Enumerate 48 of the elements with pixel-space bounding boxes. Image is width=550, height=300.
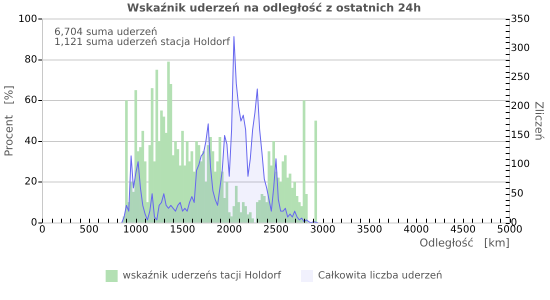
y-axis-title: Procent [%] [2, 85, 16, 157]
bar [302, 100, 306, 223]
y-tick-label: 100 [18, 14, 38, 25]
bar [174, 141, 177, 223]
y-tick-label: 60 [24, 95, 38, 106]
legend-label: Całkowita liczba uderzeń [318, 270, 442, 282]
y2-tick-label: 250 [510, 72, 530, 83]
bar [314, 120, 318, 223]
bar [268, 151, 270, 223]
x-axis-title: Odległość [km] [419, 236, 510, 250]
y2-tick-label: 300 [510, 42, 530, 54]
chart-title: Wskaźnik uderzeń na odległość z ostatnich 24h [126, 1, 422, 14]
bar [202, 151, 205, 223]
legend-label: wskaźnik uderzeńs tacji Holdorf [122, 270, 282, 282]
bar [125, 100, 128, 223]
y2-tick-label: 50 [510, 188, 524, 200]
y2-tick-label: 200 [510, 101, 530, 112]
bar [226, 182, 228, 223]
bar [288, 174, 292, 223]
y-tick-label: 0 [30, 217, 38, 228]
x-tick-label: 2000 [216, 224, 242, 236]
y-tick-label: 20 [24, 176, 38, 188]
annotation: 6,704 suma uderzeń [54, 26, 158, 38]
x-tick-label: 1500 [170, 224, 196, 236]
y2-tick-label: 350 [510, 14, 530, 25]
y2-tick-label: 100 [510, 159, 530, 170]
x-tick-label: 0 [39, 224, 46, 236]
y-tick-label: 80 [24, 54, 38, 66]
y-tick-label: 40 [24, 136, 38, 147]
y2-tick-label: 150 [510, 130, 530, 142]
bar [198, 145, 200, 223]
bar [155, 70, 158, 223]
x-tick-label: 2500 [263, 224, 289, 236]
x-tick-label: 4000 [404, 224, 429, 236]
bar [160, 110, 163, 223]
x-tick-label: 1000 [123, 224, 148, 236]
x-tick-label: 4500 [450, 224, 476, 236]
bar [242, 202, 245, 223]
y2-axis-title: Zliczeń [532, 101, 546, 141]
bar [167, 62, 170, 223]
bar [262, 196, 266, 223]
annotation: 1,121 suma uderzeń stacja Holdorf [54, 36, 230, 48]
bar [181, 130, 184, 223]
bar [234, 186, 238, 223]
x-tick-label: 3500 [356, 224, 382, 236]
x-tick-label: 3000 [310, 224, 336, 236]
x-tick-label: 500 [79, 224, 99, 236]
bar [248, 212, 252, 223]
